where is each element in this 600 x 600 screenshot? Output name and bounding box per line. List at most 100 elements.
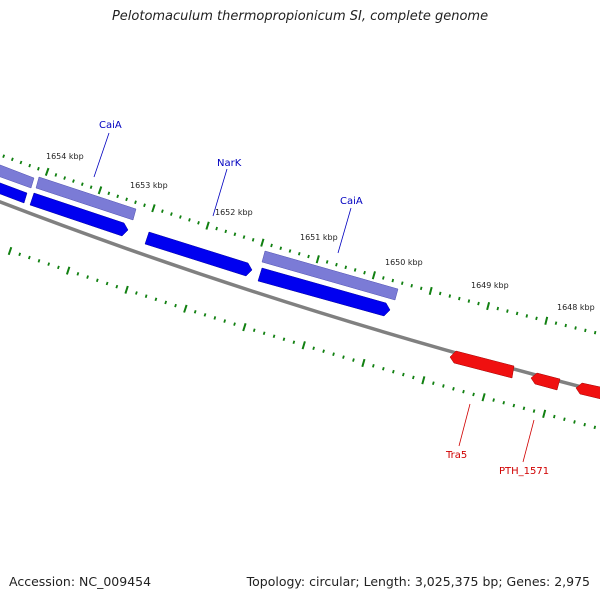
minor-tick bbox=[522, 406, 526, 411]
gene-arrow bbox=[35, 176, 137, 221]
minor-tick bbox=[583, 422, 586, 427]
leader-line bbox=[458, 403, 471, 447]
minor-tick bbox=[535, 316, 538, 321]
minor-tick bbox=[297, 251, 301, 256]
minor-tick bbox=[154, 297, 158, 302]
minor-tick bbox=[525, 314, 529, 318]
minor-tick bbox=[37, 259, 41, 263]
minor-tick bbox=[448, 294, 452, 298]
minor-tick bbox=[492, 398, 495, 402]
major-tick bbox=[486, 301, 491, 311]
other-genes bbox=[449, 350, 600, 400]
minor-tick bbox=[574, 326, 577, 330]
minor-tick bbox=[400, 281, 404, 285]
reverse-strand-genes bbox=[0, 182, 391, 317]
minor-tick bbox=[134, 200, 137, 205]
map-title: Pelotomaculum thermopropionicum SI, comp… bbox=[111, 9, 489, 24]
minor-tick bbox=[292, 340, 296, 345]
minor-tick bbox=[563, 417, 566, 422]
major-tick bbox=[421, 376, 426, 385]
minor-tick bbox=[472, 392, 475, 397]
gene-arrow bbox=[575, 382, 600, 400]
gene-label-caia: CaiA bbox=[99, 120, 122, 131]
minor-tick bbox=[262, 331, 266, 336]
gene-arrow bbox=[530, 372, 561, 391]
tick-label: 1649 kbp bbox=[471, 281, 509, 290]
minor-tick bbox=[512, 403, 516, 408]
minor-tick bbox=[19, 160, 23, 165]
minor-tick bbox=[325, 260, 329, 264]
minor-tick bbox=[213, 316, 217, 320]
minor-tick bbox=[233, 322, 236, 326]
minor-tick bbox=[47, 262, 51, 266]
tick-label: 1652 kbp bbox=[215, 208, 253, 217]
gene-labels: CaiA NarK CaiA Tra5 PTH_1571 bbox=[99, 120, 549, 477]
minor-tick bbox=[27, 255, 31, 260]
gene-arrow bbox=[257, 267, 391, 317]
minor-tick bbox=[179, 215, 182, 219]
minor-tick bbox=[442, 384, 445, 388]
minor-tick bbox=[452, 387, 455, 391]
major-tick bbox=[7, 246, 13, 256]
major-tick bbox=[542, 409, 547, 418]
minor-tick bbox=[382, 366, 385, 371]
major-tick bbox=[205, 221, 210, 230]
gene-label-pth-1571: PTH_1571 bbox=[499, 466, 549, 477]
major-tick bbox=[481, 393, 486, 402]
inner-tick-ring bbox=[7, 246, 597, 430]
minor-tick bbox=[215, 226, 218, 231]
minor-tick bbox=[2, 154, 6, 159]
minor-tick bbox=[322, 349, 325, 353]
tick-label: 1651 kbp bbox=[300, 233, 338, 242]
gene-label-nark: NarK bbox=[217, 158, 242, 169]
major-tick bbox=[151, 204, 156, 213]
minor-tick bbox=[506, 309, 509, 313]
minor-tick bbox=[105, 281, 109, 286]
minor-tick bbox=[28, 163, 32, 168]
minor-tick bbox=[593, 425, 597, 430]
minor-tick bbox=[554, 321, 558, 325]
minor-tick bbox=[54, 173, 58, 177]
minor-tick bbox=[270, 243, 273, 248]
minor-tick bbox=[553, 414, 556, 419]
minor-tick bbox=[251, 238, 255, 242]
minor-tick bbox=[224, 229, 228, 234]
minor-tick bbox=[502, 401, 506, 405]
minor-tick bbox=[312, 346, 315, 351]
minor-tick bbox=[144, 294, 148, 298]
minor-tick bbox=[125, 197, 128, 202]
minor-tick bbox=[593, 330, 597, 335]
forward-strand-genes bbox=[0, 164, 399, 301]
minor-tick bbox=[282, 337, 286, 342]
minor-tick bbox=[143, 203, 146, 208]
minor-tick bbox=[89, 185, 93, 189]
genome-backbone bbox=[0, 200, 600, 394]
minor-tick bbox=[57, 265, 60, 270]
minor-tick bbox=[332, 352, 335, 356]
minor-tick bbox=[170, 212, 173, 216]
gene-arrow bbox=[29, 192, 129, 237]
minor-tick bbox=[392, 369, 395, 374]
tick-label: 1648 kbp bbox=[557, 303, 595, 312]
minor-tick bbox=[252, 328, 256, 332]
minor-tick bbox=[18, 252, 22, 257]
minor-tick bbox=[193, 310, 197, 314]
minor-tick bbox=[462, 389, 465, 394]
minor-tick bbox=[344, 265, 348, 270]
major-tick bbox=[97, 186, 103, 195]
tick-label: 1654 kbp bbox=[46, 152, 84, 161]
minor-tick bbox=[372, 364, 375, 368]
major-tick bbox=[124, 285, 129, 294]
minor-tick bbox=[458, 296, 461, 301]
minor-tick bbox=[410, 283, 413, 288]
gene-arrow bbox=[0, 182, 28, 204]
minor-tick bbox=[80, 182, 84, 186]
gene-arrow bbox=[144, 231, 253, 277]
leader-line bbox=[212, 168, 228, 217]
outer-tick-ring bbox=[2, 154, 597, 335]
major-tick bbox=[371, 271, 376, 280]
tick-labels: 1654 kbp 1653 kbp 1652 kbp 1651 kbp 1650… bbox=[46, 152, 595, 312]
gene-label-caia: CaiA bbox=[340, 196, 363, 207]
